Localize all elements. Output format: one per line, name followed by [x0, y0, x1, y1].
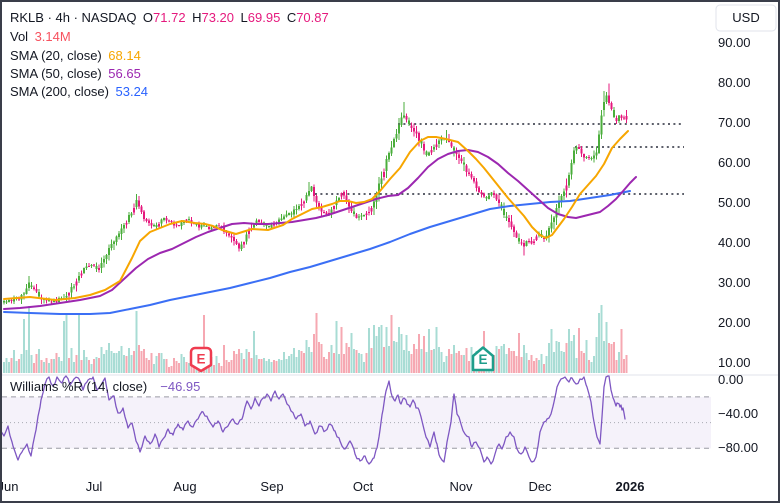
svg-text:60.00: 60.00 — [718, 155, 751, 170]
svg-text:40.00: 40.00 — [718, 235, 751, 250]
svg-text:Jul: Jul — [86, 479, 103, 494]
svg-text:−80.00: −80.00 — [718, 440, 758, 455]
svg-text:0.00: 0.00 — [718, 372, 743, 387]
svg-text:2026: 2026 — [616, 479, 645, 494]
svg-text:90.00: 90.00 — [718, 35, 751, 50]
svg-text:70.00: 70.00 — [718, 115, 751, 130]
svg-text:Nov: Nov — [449, 479, 473, 494]
svg-text:Sep: Sep — [260, 479, 283, 494]
svg-text:10.00: 10.00 — [718, 355, 751, 370]
svg-text:Oct: Oct — [353, 479, 374, 494]
svg-text:E: E — [478, 352, 487, 367]
svg-text:SMA (200, close) 53.24: SMA (200, close) 53.24 — [10, 84, 148, 99]
svg-text:Aug: Aug — [173, 479, 196, 494]
svg-text:SMA (20, close) 68.14: SMA (20, close) 68.14 — [10, 48, 141, 63]
svg-text:RKLB · 4h · NASDAQ O71.72 H73.: RKLB · 4h · NASDAQ O71.72 H73.20 L69.95 … — [10, 10, 329, 25]
svg-text:Williams %R (14, close) −46.9: Williams %R (14, close) −46.95 — [10, 379, 200, 394]
svg-text:Dec: Dec — [528, 479, 552, 494]
svg-text:20.00: 20.00 — [718, 315, 751, 330]
svg-text:USD: USD — [732, 10, 759, 25]
svg-text:SMA (50, close) 56.65: SMA (50, close) 56.65 — [10, 66, 141, 81]
svg-text:80.00: 80.00 — [718, 75, 751, 90]
svg-text:50.00: 50.00 — [718, 195, 751, 210]
svg-text:Jun: Jun — [0, 479, 18, 494]
svg-text:E: E — [196, 352, 205, 367]
svg-text:Vol 3.14M: Vol 3.14M — [10, 29, 71, 44]
svg-text:30.00: 30.00 — [718, 275, 751, 290]
svg-text:−40.00: −40.00 — [718, 406, 758, 421]
